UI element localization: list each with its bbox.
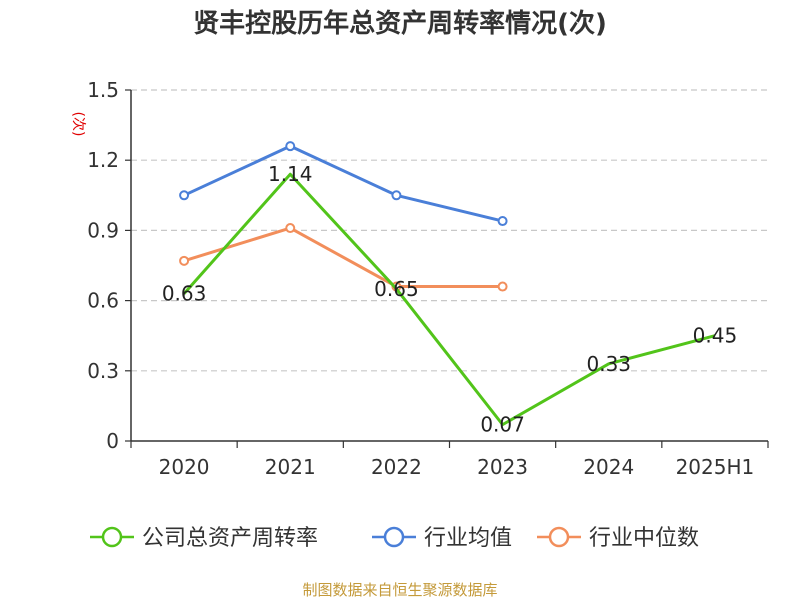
y-tick-label: 0.9 xyxy=(87,218,119,242)
x-tick-label: 2023 xyxy=(477,455,528,479)
series-line xyxy=(183,226,503,289)
data-point xyxy=(179,190,190,201)
source-note: 制图数据来自恒生聚源数据库 xyxy=(302,581,497,599)
y-tick-label: 1.2 xyxy=(87,148,119,172)
data-point xyxy=(285,141,296,152)
data-point xyxy=(497,281,508,292)
data-label: 0.45 xyxy=(693,324,738,348)
x-tick-label: 2025H1 xyxy=(676,455,755,479)
x-tick-labels: 2020 2021 2022 2023 2024 2025H1 xyxy=(159,455,755,479)
data-label: 1.14 xyxy=(268,162,313,186)
x-tick-label: 2020 xyxy=(159,455,210,479)
axes xyxy=(125,89,769,448)
data-label: 0.07 xyxy=(480,413,525,437)
x-tick-label: 2024 xyxy=(583,455,634,479)
legend-marker xyxy=(383,526,405,548)
x-tick-label: 2022 xyxy=(371,455,422,479)
data-point xyxy=(497,216,508,227)
data-point xyxy=(391,190,402,201)
legend-label: 行业均值 xyxy=(424,526,512,551)
series-line xyxy=(183,144,503,223)
chart-title: 贤丰控股历年总资产周转率情况(次) xyxy=(193,8,607,39)
legend-marker xyxy=(548,526,570,548)
data-labels: 0.63 1.14 0.65 0.07 0.33 0.45 xyxy=(162,162,737,436)
y-tick-labels: 0 0.3 0.6 0.9 1.2 1.5 xyxy=(87,78,119,453)
legend-label: 行业中位数 xyxy=(589,526,699,551)
y-axis-label: (次) xyxy=(70,112,86,137)
y-tick-label: 0.6 xyxy=(87,289,119,313)
series-line xyxy=(182,172,716,427)
data-label: 0.63 xyxy=(162,282,207,306)
grid-lines xyxy=(131,89,768,372)
legend-marker xyxy=(101,526,123,548)
y-tick-label: 0.3 xyxy=(87,359,119,383)
y-tick-label: 1.5 xyxy=(87,78,119,102)
data-label: 0.65 xyxy=(374,277,419,301)
data-label: 0.33 xyxy=(586,352,631,376)
legend-label: 公司总资产周转率 xyxy=(142,526,318,551)
series-lines xyxy=(179,141,716,427)
y-tick-label: 0 xyxy=(106,429,119,453)
x-tick-label: 2021 xyxy=(265,455,316,479)
data-point xyxy=(285,223,296,234)
data-point xyxy=(179,255,190,266)
legend: 公司总资产周转率 行业均值 行业中位数 xyxy=(90,526,699,551)
